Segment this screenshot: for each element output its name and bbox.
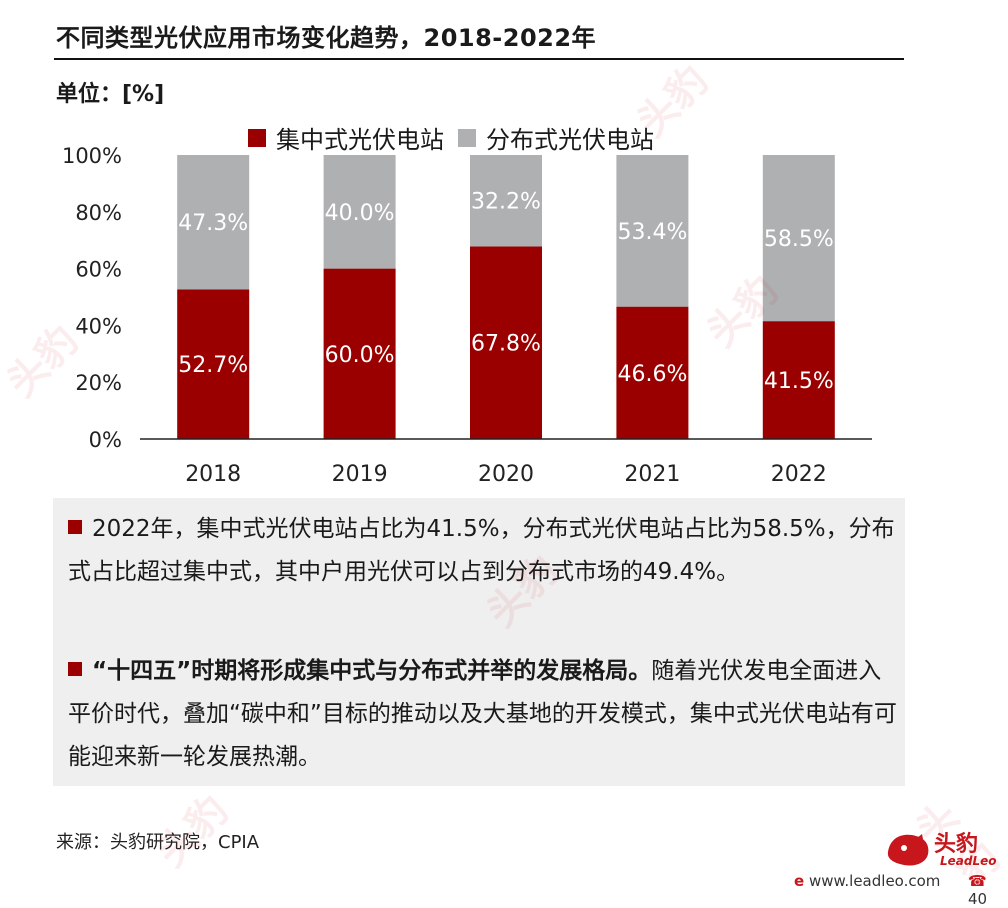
phone-text: 40 bbox=[968, 890, 988, 908]
y-tick-label: 0% bbox=[89, 428, 122, 452]
notes-panel bbox=[53, 498, 905, 786]
data-label: 67.8% bbox=[471, 332, 541, 357]
note-bullet-2: “十四五”时期将形成集中式与分布式并举的发展格局。随着光伏发电全面进入平价时代，… bbox=[68, 650, 898, 779]
legend-item-distributed: 分布式光伏电站 bbox=[458, 120, 654, 155]
legend-swatch-centralized bbox=[248, 128, 266, 147]
data-label: 32.2% bbox=[471, 190, 541, 215]
logo-text: 头豹 bbox=[934, 832, 979, 857]
phone-icon: ☎ bbox=[968, 872, 987, 890]
y-tick-label: 40% bbox=[75, 314, 122, 338]
legend-label-centralized: 集中式光伏电站 bbox=[276, 126, 444, 154]
bar-segment-centralized bbox=[470, 246, 542, 439]
y-tick-label: 20% bbox=[75, 371, 122, 395]
bar-segment-centralized bbox=[616, 306, 689, 439]
data-label: 53.4% bbox=[617, 220, 687, 245]
bullet-square-icon bbox=[68, 662, 82, 676]
note-text-2-bold: “十四五”时期将形成集中式与分布式并举的发展格局。 bbox=[92, 658, 652, 684]
bar-segment-distributed bbox=[616, 155, 689, 307]
bullet-square-icon bbox=[68, 520, 82, 534]
stacked-bar-chart: 0% 20% 40% 60% 80% 100% 52.7% 47.3% 2018 60.0% 40.… bbox=[62, 144, 872, 487]
logo-subtext: LeadLeo bbox=[940, 854, 997, 868]
page-title: 不同类型光伏应用市场变化趋势，2018-2022年 bbox=[56, 24, 597, 52]
data-label: 40.0% bbox=[325, 201, 395, 226]
legend-label-distributed: 分布式光伏电站 bbox=[486, 126, 654, 154]
data-label: 58.5% bbox=[764, 227, 834, 252]
x-tick-label: 2020 bbox=[478, 462, 534, 487]
phone-info: ☎ 40 bbox=[968, 872, 1008, 908]
x-tick-label: 2021 bbox=[624, 462, 680, 487]
title-divider bbox=[54, 58, 904, 60]
ie-icon: e bbox=[794, 872, 805, 890]
x-tick-label: 2019 bbox=[332, 462, 388, 487]
y-tick-label: 100% bbox=[62, 144, 122, 168]
legend-item-centralized: 集中式光伏电站 bbox=[248, 120, 444, 155]
bar-segment-centralized bbox=[323, 268, 396, 439]
bar-segment-centralized bbox=[762, 321, 835, 439]
data-label: 60.0% bbox=[325, 343, 395, 368]
y-tick-label: 60% bbox=[75, 258, 122, 282]
legend-swatch-distributed bbox=[458, 128, 476, 147]
data-label: 52.7% bbox=[178, 353, 248, 378]
note-text-1: 2022年，集中式光伏电站占比为41.5%，分布式光伏电站占比为58.5%，分布… bbox=[68, 516, 895, 585]
x-tick-label: 2018 bbox=[185, 462, 241, 487]
chart-legend: 集中式光伏电站 分布式光伏电站 bbox=[248, 120, 668, 155]
data-label: 46.6% bbox=[617, 362, 687, 387]
website-link[interactable]: e www.leadleo.com bbox=[794, 872, 940, 890]
data-label: 41.5% bbox=[764, 369, 834, 394]
bar-segment-distributed bbox=[177, 155, 250, 290]
x-tick-label: 2022 bbox=[771, 462, 827, 487]
bar-segment-distributed bbox=[762, 155, 835, 322]
note-bullet-1: 2022年，集中式光伏电站占比为41.5%，分布式光伏电站占比为58.5%，分布… bbox=[68, 508, 898, 594]
website-text: www.leadleo.com bbox=[808, 872, 941, 890]
bar-segment-distributed bbox=[323, 155, 396, 269]
source-note: 来源：头豹研究院，CPIA bbox=[56, 832, 260, 853]
bar-segment-centralized bbox=[177, 289, 250, 439]
leadleo-logo-icon bbox=[887, 834, 929, 866]
bar-segment-distributed bbox=[470, 155, 542, 247]
note-text-2: 随着光伏发电全面进入平价时代，叠加“碳中和”目标的推动以及大基地的开发模式，集中… bbox=[68, 658, 897, 770]
data-label: 47.3% bbox=[178, 211, 248, 236]
unit-label: 单位：[%] bbox=[56, 82, 165, 107]
y-tick-label: 80% bbox=[75, 201, 122, 225]
